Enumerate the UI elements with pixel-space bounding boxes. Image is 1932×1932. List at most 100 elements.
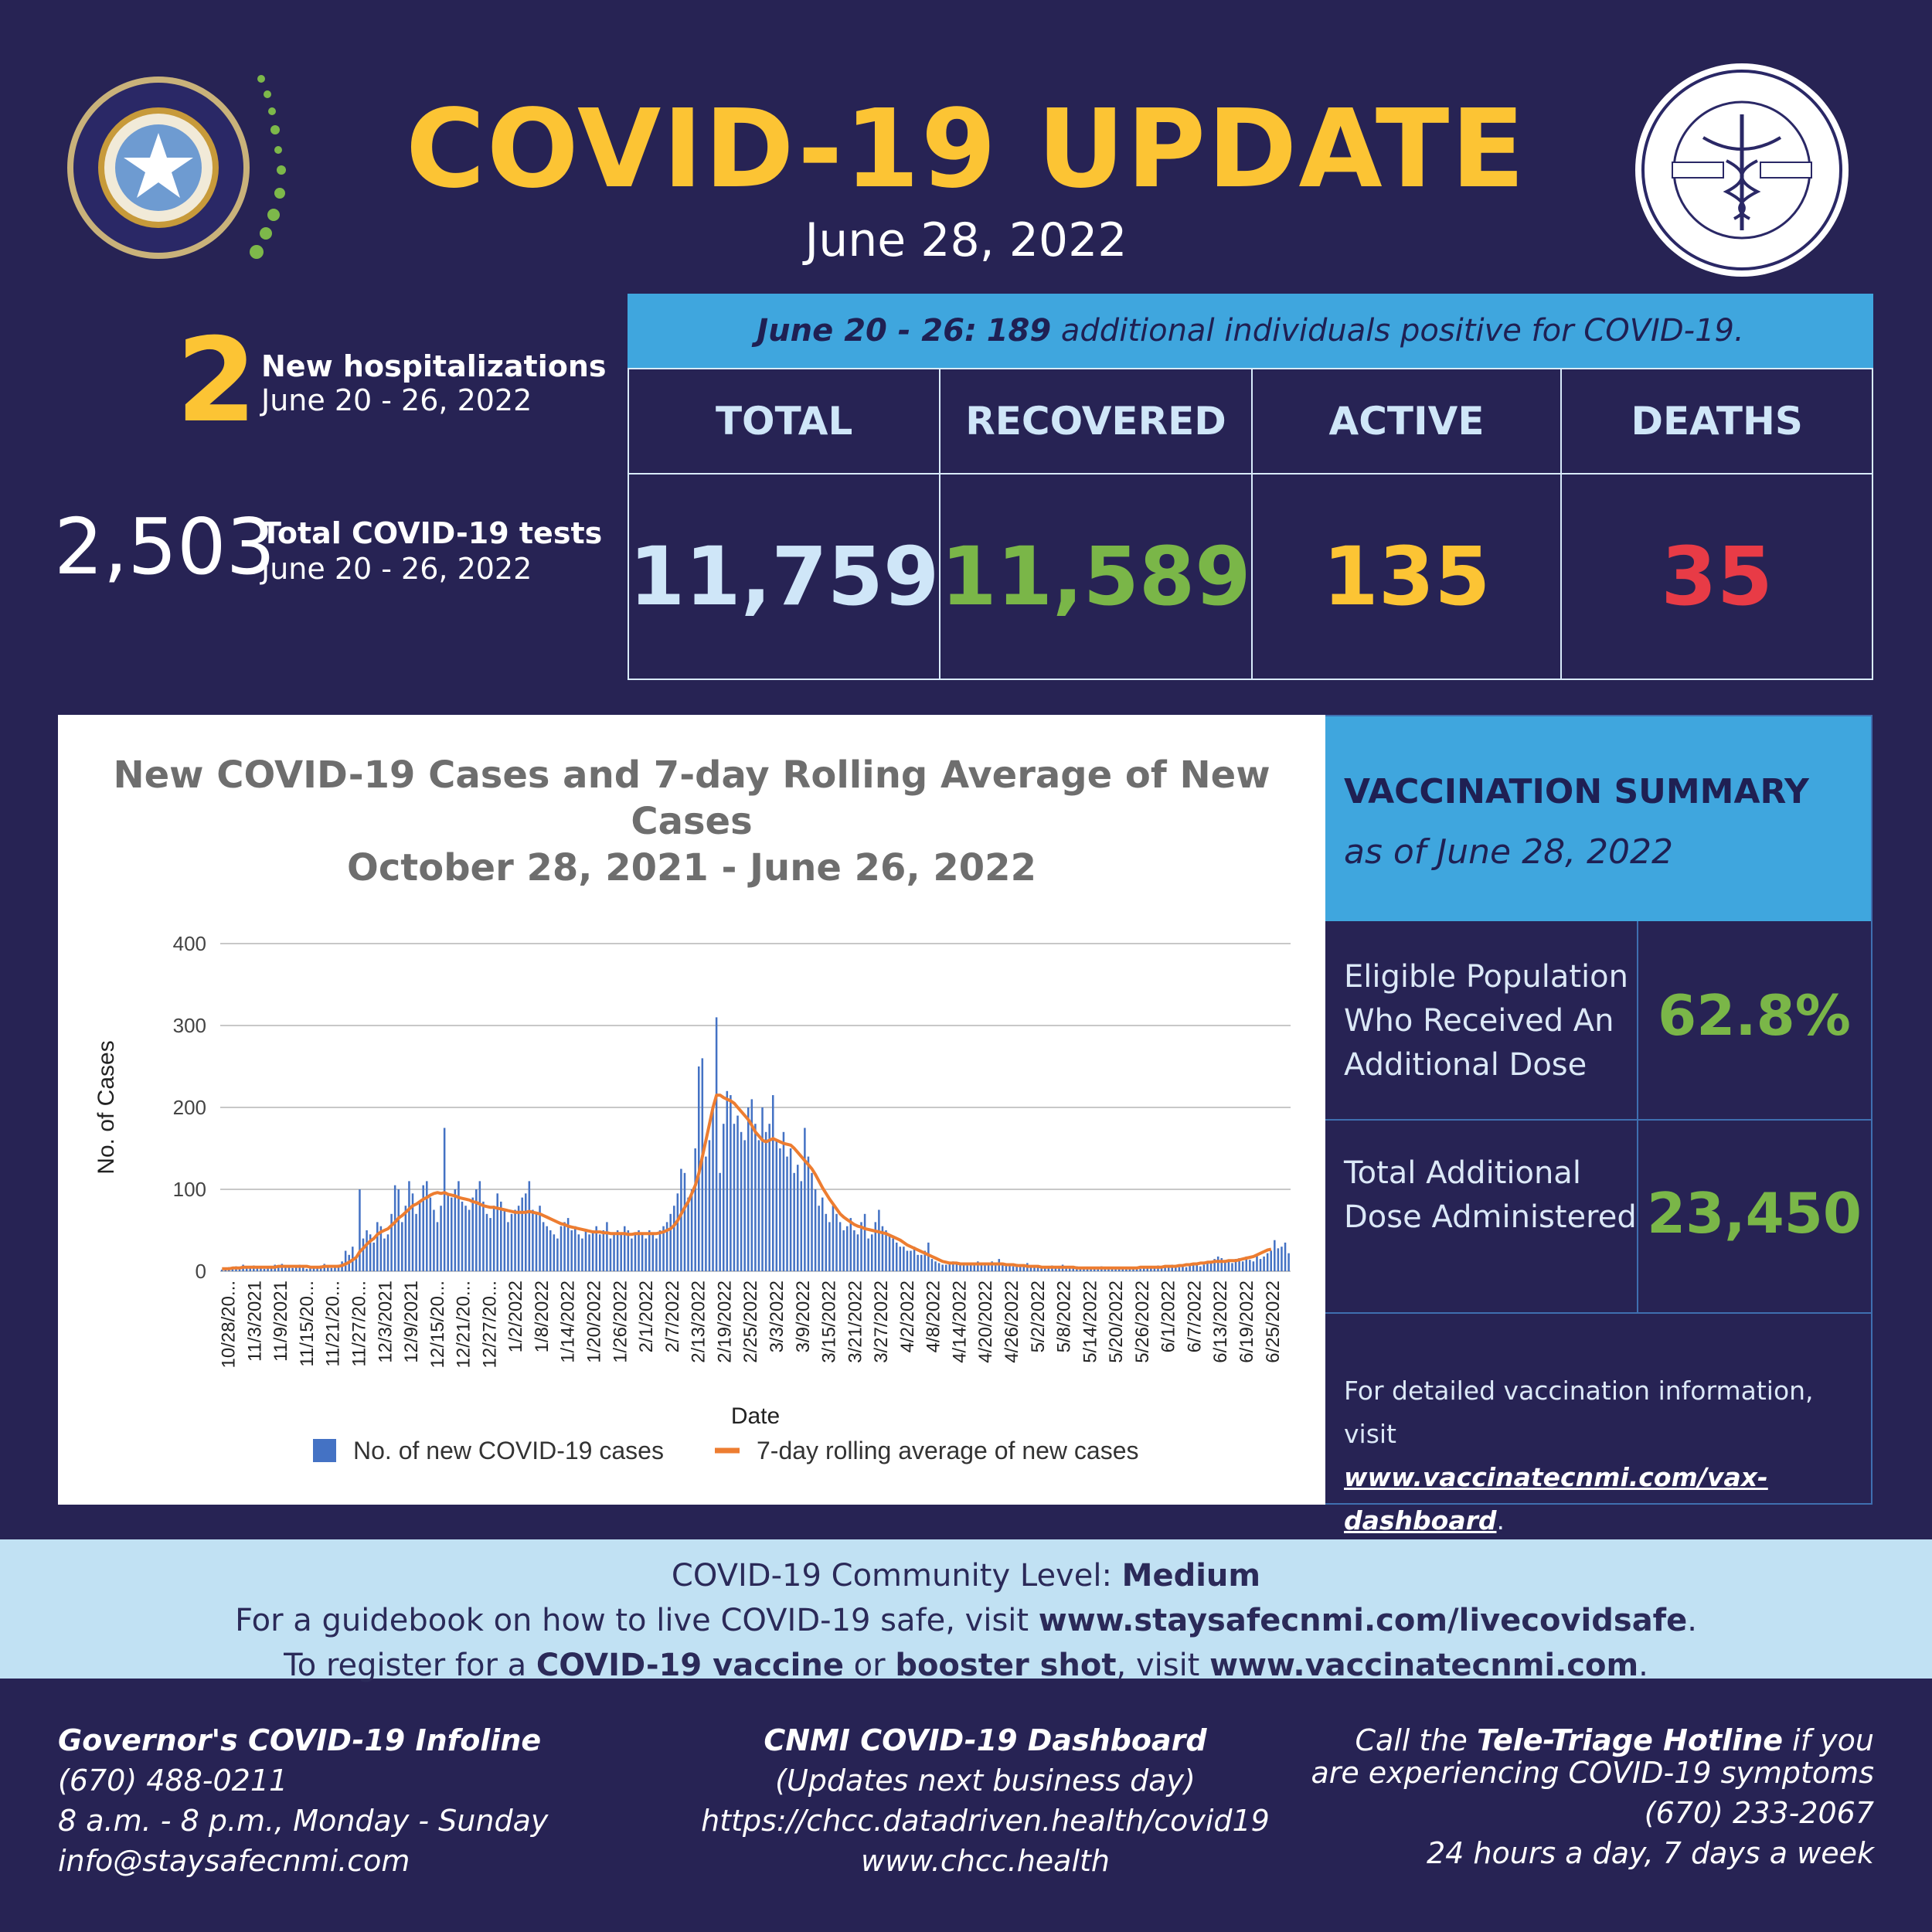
case-bar [708,1140,711,1271]
case-bar [1185,1267,1188,1271]
x-tick-label: 4/14/2022 [949,1281,970,1363]
case-bar [726,1090,729,1271]
case-bar [566,1218,570,1271]
case-bar [832,1206,835,1271]
hotline-name: Tele-Triage Hotline [1476,1723,1784,1757]
case-bar [433,1209,435,1271]
case-bar [676,1193,679,1271]
case-bar [944,1264,947,1271]
case-bar [1220,1258,1223,1271]
y-tick-label: 100 [173,1178,206,1201]
case-bar [468,1209,471,1271]
hotline-line1: Call the Tele-Triage Hotline if you [1283,1720,1874,1760]
case-bar [800,1181,803,1271]
x-tick-label: 11/9/2021 [270,1281,291,1362]
x-tick-label: 2/13/2022 [689,1281,709,1363]
case-bar [825,1213,828,1271]
dashboard-url[interactable]: https://chcc.datadriven.health/covid19 [701,1804,1270,1838]
case-bar [712,1107,714,1271]
vaccination-info-text: For detailed vaccination information, vi… [1344,1376,1814,1449]
case-bar [1171,1264,1174,1271]
vax-dashboard-link[interactable]: www.vaccinatecnmi.com/vax-dashboard [1344,1462,1768,1536]
case-bar [917,1254,919,1271]
vaccination-row-eligible: Eligible Population Who Received An Addi… [1325,921,1871,1121]
case-bar [284,1265,287,1271]
case-bar [577,1234,580,1271]
weekly-positive-banner: June 20 - 26: 189 additional individuals… [628,294,1873,368]
tests-count: 2,503 [54,502,276,592]
case-bar [1238,1258,1240,1271]
case-bar [1284,1242,1287,1271]
infoline-title: Governor's COVID-19 Infoline [58,1723,542,1757]
x-tick-label: 3/9/2022 [793,1281,814,1352]
x-tick-label: 6/7/2022 [1184,1281,1205,1352]
case-bar [1139,1268,1141,1271]
case-bar [627,1230,630,1271]
case-bar [1002,1263,1004,1271]
register-link[interactable]: www.vaccinatecnmi.com [1209,1648,1639,1683]
footer-infoline: Governor's COVID-19 Infoline (670) 488-0… [58,1720,645,1881]
case-bar [835,1213,838,1271]
dashboard-site[interactable]: www.chcc.health [860,1844,1111,1878]
case-bar [878,1209,880,1271]
case-bar [814,1189,817,1271]
vaccination-divider [1637,921,1638,1119]
case-bar [1111,1267,1114,1271]
weekly-range: June 20 - 26: [757,313,977,349]
guidebook-prefix: For a guidebook on how to live COVID-19 … [235,1603,1029,1638]
case-bar [941,1264,944,1271]
register-vaccine: COVID-19 vaccine [536,1648,844,1683]
infoline-hours: 8 a.m. - 8 p.m., Monday - Sunday [58,1804,549,1838]
dashboard-title: CNMI COVID-19 Dashboard [764,1723,1207,1757]
case-bar [510,1213,513,1271]
x-tick-label: 1/14/2022 [558,1281,579,1363]
case-bar [779,1148,781,1271]
case-bar [980,1264,983,1271]
infoline-phone[interactable]: (670) 488-0211 [58,1764,288,1798]
case-bar [549,1230,552,1271]
case-bar [542,1222,545,1271]
stat-header-deaths: DEATHS [1562,369,1872,474]
case-bar [553,1234,556,1271]
case-bar [397,1189,400,1271]
case-bar [1231,1263,1233,1271]
case-bar [930,1259,934,1271]
case-bar [521,1197,523,1271]
vaccination-row-label: Total Additional Dose Administered [1344,1155,1637,1235]
case-bar [1241,1261,1244,1271]
case-bar [287,1266,291,1271]
case-bar [1196,1264,1199,1271]
guidebook-link[interactable]: www.staysafecnmi.com/livecovidsafe [1038,1603,1688,1638]
case-bar [560,1226,563,1271]
x-tick-label: 6/1/2022 [1158,1281,1179,1352]
case-bar [584,1230,587,1271]
register-booster: booster shot [895,1648,1117,1683]
community-level-line: COVID-19 Community Level: Medium [0,1553,1932,1598]
x-tick-label: 4/2/2022 [897,1281,918,1352]
case-bar [1274,1240,1276,1271]
hospitalizations-label: New hospitalizations [261,349,607,383]
case-bar [436,1222,439,1271]
case-bar [1206,1263,1209,1271]
x-tick-label: 5/2/2022 [1028,1281,1049,1352]
case-bar [786,1156,788,1271]
case-bar [422,1185,424,1271]
rolling-average-line [222,1094,1272,1270]
case-bar [263,1268,266,1271]
x-tick-label: 4/8/2022 [923,1281,944,1352]
hospitalizations-count: 2 [176,314,257,448]
x-tick-label: 3/3/2022 [767,1281,787,1352]
weekly-count: 189 [986,313,1052,349]
hotline-phone[interactable]: (670) 233-2067 [1644,1796,1874,1830]
case-bar [838,1222,842,1271]
x-tick-label: 5/8/2022 [1054,1281,1075,1352]
case-bar [694,1148,696,1271]
case-bar [327,1267,329,1271]
case-bar [517,1206,520,1271]
infoline-email[interactable]: info@staysafecnmi.com [58,1844,410,1878]
case-bar [793,1172,795,1271]
case-bar [1012,1266,1015,1271]
case-bar [1256,1254,1258,1271]
case-bar [369,1234,372,1271]
case-bar [595,1226,597,1271]
